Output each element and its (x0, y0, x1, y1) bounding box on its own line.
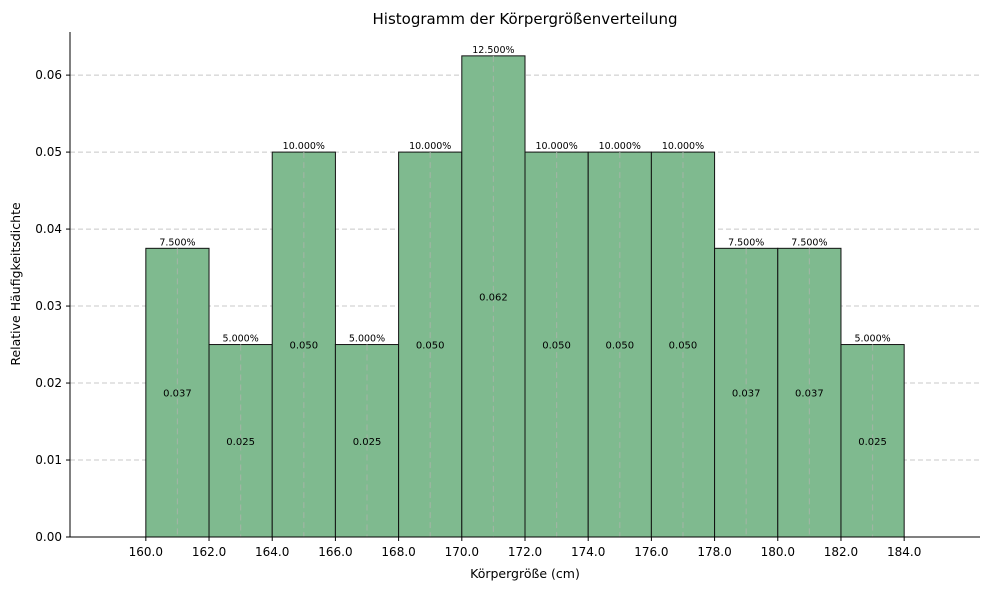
x-tick-label: 160.0 (129, 545, 163, 559)
bar-density-label: 0.062 (479, 292, 508, 303)
bar-percent-label: 7.500% (728, 237, 764, 248)
chart-title: Histogramm der Körpergrößenverteilung (373, 10, 678, 28)
bar-percent-label: 10.000% (409, 141, 451, 152)
y-tick-label: 0.01 (35, 453, 62, 467)
x-tick-label: 178.0 (697, 545, 731, 559)
bar-density-label: 0.037 (732, 389, 761, 400)
y-tick-label: 0.00 (35, 530, 62, 544)
bar-density-label: 0.050 (289, 341, 318, 352)
x-tick-label: 170.0 (445, 545, 479, 559)
bar-density-label: 0.025 (226, 437, 255, 448)
x-axis-title: Körpergröße (cm) (470, 566, 580, 581)
bars (145, 55, 905, 538)
x-tick-label: 182.0 (824, 545, 858, 559)
y-axis-title: Relative Häufigkeitsdichte (8, 202, 23, 366)
x-tick-label: 168.0 (381, 545, 415, 559)
x-tick-label: 180.0 (761, 545, 795, 559)
bar-labels: 7.500% 0.037 5.000% 0.025 10.000% 0.050 5.000%… (159, 45, 890, 448)
x-tick-label: 166.0 (318, 545, 352, 559)
bar-density-label: 0.050 (416, 341, 445, 352)
bar-percent-label: 5.000% (854, 334, 890, 345)
bar-percent-label: 5.000% (223, 334, 259, 345)
y-tick-label: 0.04 (35, 222, 62, 236)
bar-density-label: 0.050 (542, 341, 571, 352)
bar-percent-label: 10.000% (535, 141, 577, 152)
y-tick-label: 0.03 (35, 299, 62, 313)
x-tick-label: 176.0 (634, 545, 668, 559)
bar-density-label: 0.037 (795, 389, 824, 400)
y-tick-label: 0.02 (35, 376, 62, 390)
bar-density-label: 0.050 (605, 341, 634, 352)
x-tick-label: 162.0 (192, 545, 226, 559)
bar-density-label: 0.025 (858, 437, 887, 448)
bar-percent-label: 7.500% (159, 237, 195, 248)
bar-percent-label: 12.500% (472, 45, 514, 56)
ticks: 0.00 0.01 0.02 0.03 0.04 0.05 0.06 160.0 162.0 16… (35, 68, 921, 559)
bar-percent-label: 10.000% (662, 141, 704, 152)
y-tick-label: 0.06 (35, 68, 62, 82)
x-tick-label: 164.0 (255, 545, 289, 559)
bar-density-label: 0.037 (163, 389, 192, 400)
x-tick-label: 172.0 (508, 545, 542, 559)
bar-density-label: 0.050 (669, 341, 698, 352)
bar-percent-label: 7.500% (791, 237, 827, 248)
x-tick-label: 184.0 (887, 545, 921, 559)
bar-density-label: 0.025 (353, 437, 382, 448)
y-tick-label: 0.05 (35, 145, 62, 159)
bar-percent-label: 10.000% (283, 141, 325, 152)
bar-percent-label: 5.000% (349, 334, 385, 345)
bar-percent-label: 10.000% (599, 141, 641, 152)
x-tick-label: 174.0 (571, 545, 605, 559)
